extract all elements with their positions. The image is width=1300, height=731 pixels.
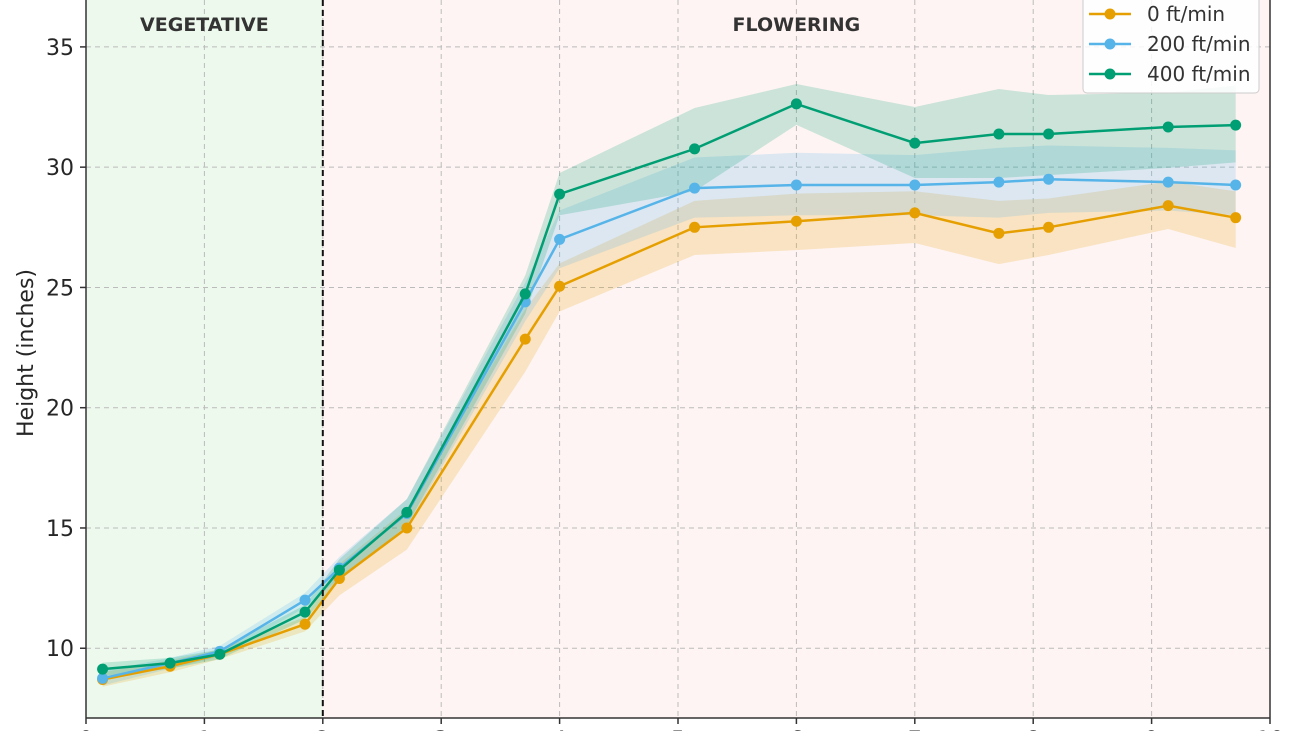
data-point [333, 572, 345, 584]
data-point [554, 233, 566, 245]
legend-box [1082, 0, 1260, 94]
y-tick-label: 25 [46, 276, 74, 301]
data-point [519, 288, 531, 300]
x-tick-label: 10 [1256, 728, 1284, 731]
confidence-bands [102, 83, 1236, 687]
legend-marker [1104, 8, 1116, 20]
data-point [401, 506, 413, 518]
data-point [909, 179, 921, 191]
data-point [214, 648, 226, 660]
data-point [1162, 200, 1174, 212]
data-point [689, 182, 701, 194]
data-point [299, 606, 311, 618]
data-point [1230, 179, 1242, 191]
data-point [401, 522, 413, 534]
y-tick-label: 30 [46, 156, 74, 181]
legend-label: 400 ft/min [1147, 62, 1251, 86]
x-tick-label: 2 [316, 728, 330, 731]
data-point [790, 215, 802, 227]
data-point [299, 594, 311, 606]
x-tick-label: 7 [908, 728, 922, 731]
data-point [1230, 119, 1242, 131]
x-tick-label: 5 [671, 728, 685, 731]
y-tick-label: 15 [46, 517, 74, 542]
data-point [554, 188, 566, 200]
x-tick-label: 1 [197, 728, 211, 731]
data-point [164, 657, 176, 669]
data-point [333, 564, 345, 576]
data-point [1043, 128, 1055, 140]
x-tick-label: 3 [434, 728, 448, 731]
y-tick-label: 35 [46, 36, 74, 61]
data-point [299, 618, 311, 630]
legend-label: 200 ft/min [1147, 32, 1251, 56]
data-point [1230, 212, 1242, 224]
data-point [993, 176, 1005, 188]
data-point [909, 137, 921, 149]
data-point [1162, 176, 1174, 188]
legend-marker [1104, 68, 1116, 80]
data-point [689, 221, 701, 233]
series-lines [97, 98, 1242, 686]
legend-label: 0 ft/min [1147, 2, 1225, 26]
data-point [790, 98, 802, 110]
axes: 0 1 2 3 4 5 6 7 8 9 10 10 15 20 25 30 35 [46, 0, 1284, 731]
data-point [689, 143, 701, 155]
data-point [993, 128, 1005, 140]
phase-label-flowering: FLOWERING [733, 14, 861, 36]
data-point [1043, 173, 1055, 185]
data-point [1162, 121, 1174, 133]
band-1 [102, 145, 1236, 686]
data-point [790, 179, 802, 191]
data-point [519, 333, 531, 345]
x-tick-label: 9 [1145, 728, 1159, 731]
legend: 0 ft/min 200 ft/min 400 ft/min [1082, 0, 1260, 94]
y-axis-label: Height (inches) [14, 269, 39, 437]
y-tick-label: 10 [46, 637, 74, 662]
band-2 [102, 83, 1236, 676]
y-tick-label: 20 [46, 397, 74, 422]
data-point [1043, 221, 1055, 233]
data-point [554, 280, 566, 292]
band-0 [102, 181, 1236, 687]
data-point [97, 672, 109, 684]
data-point [993, 227, 1005, 239]
x-tick-label: 0 [79, 728, 93, 731]
x-tick-label: 8 [1026, 728, 1040, 731]
phase-label-vegetative: VEGETATIVE [140, 14, 269, 36]
data-point [909, 207, 921, 219]
data-point [97, 663, 109, 675]
legend-marker [1104, 38, 1116, 50]
x-tick-label: 4 [553, 728, 567, 731]
x-tick-label: 6 [789, 728, 803, 731]
